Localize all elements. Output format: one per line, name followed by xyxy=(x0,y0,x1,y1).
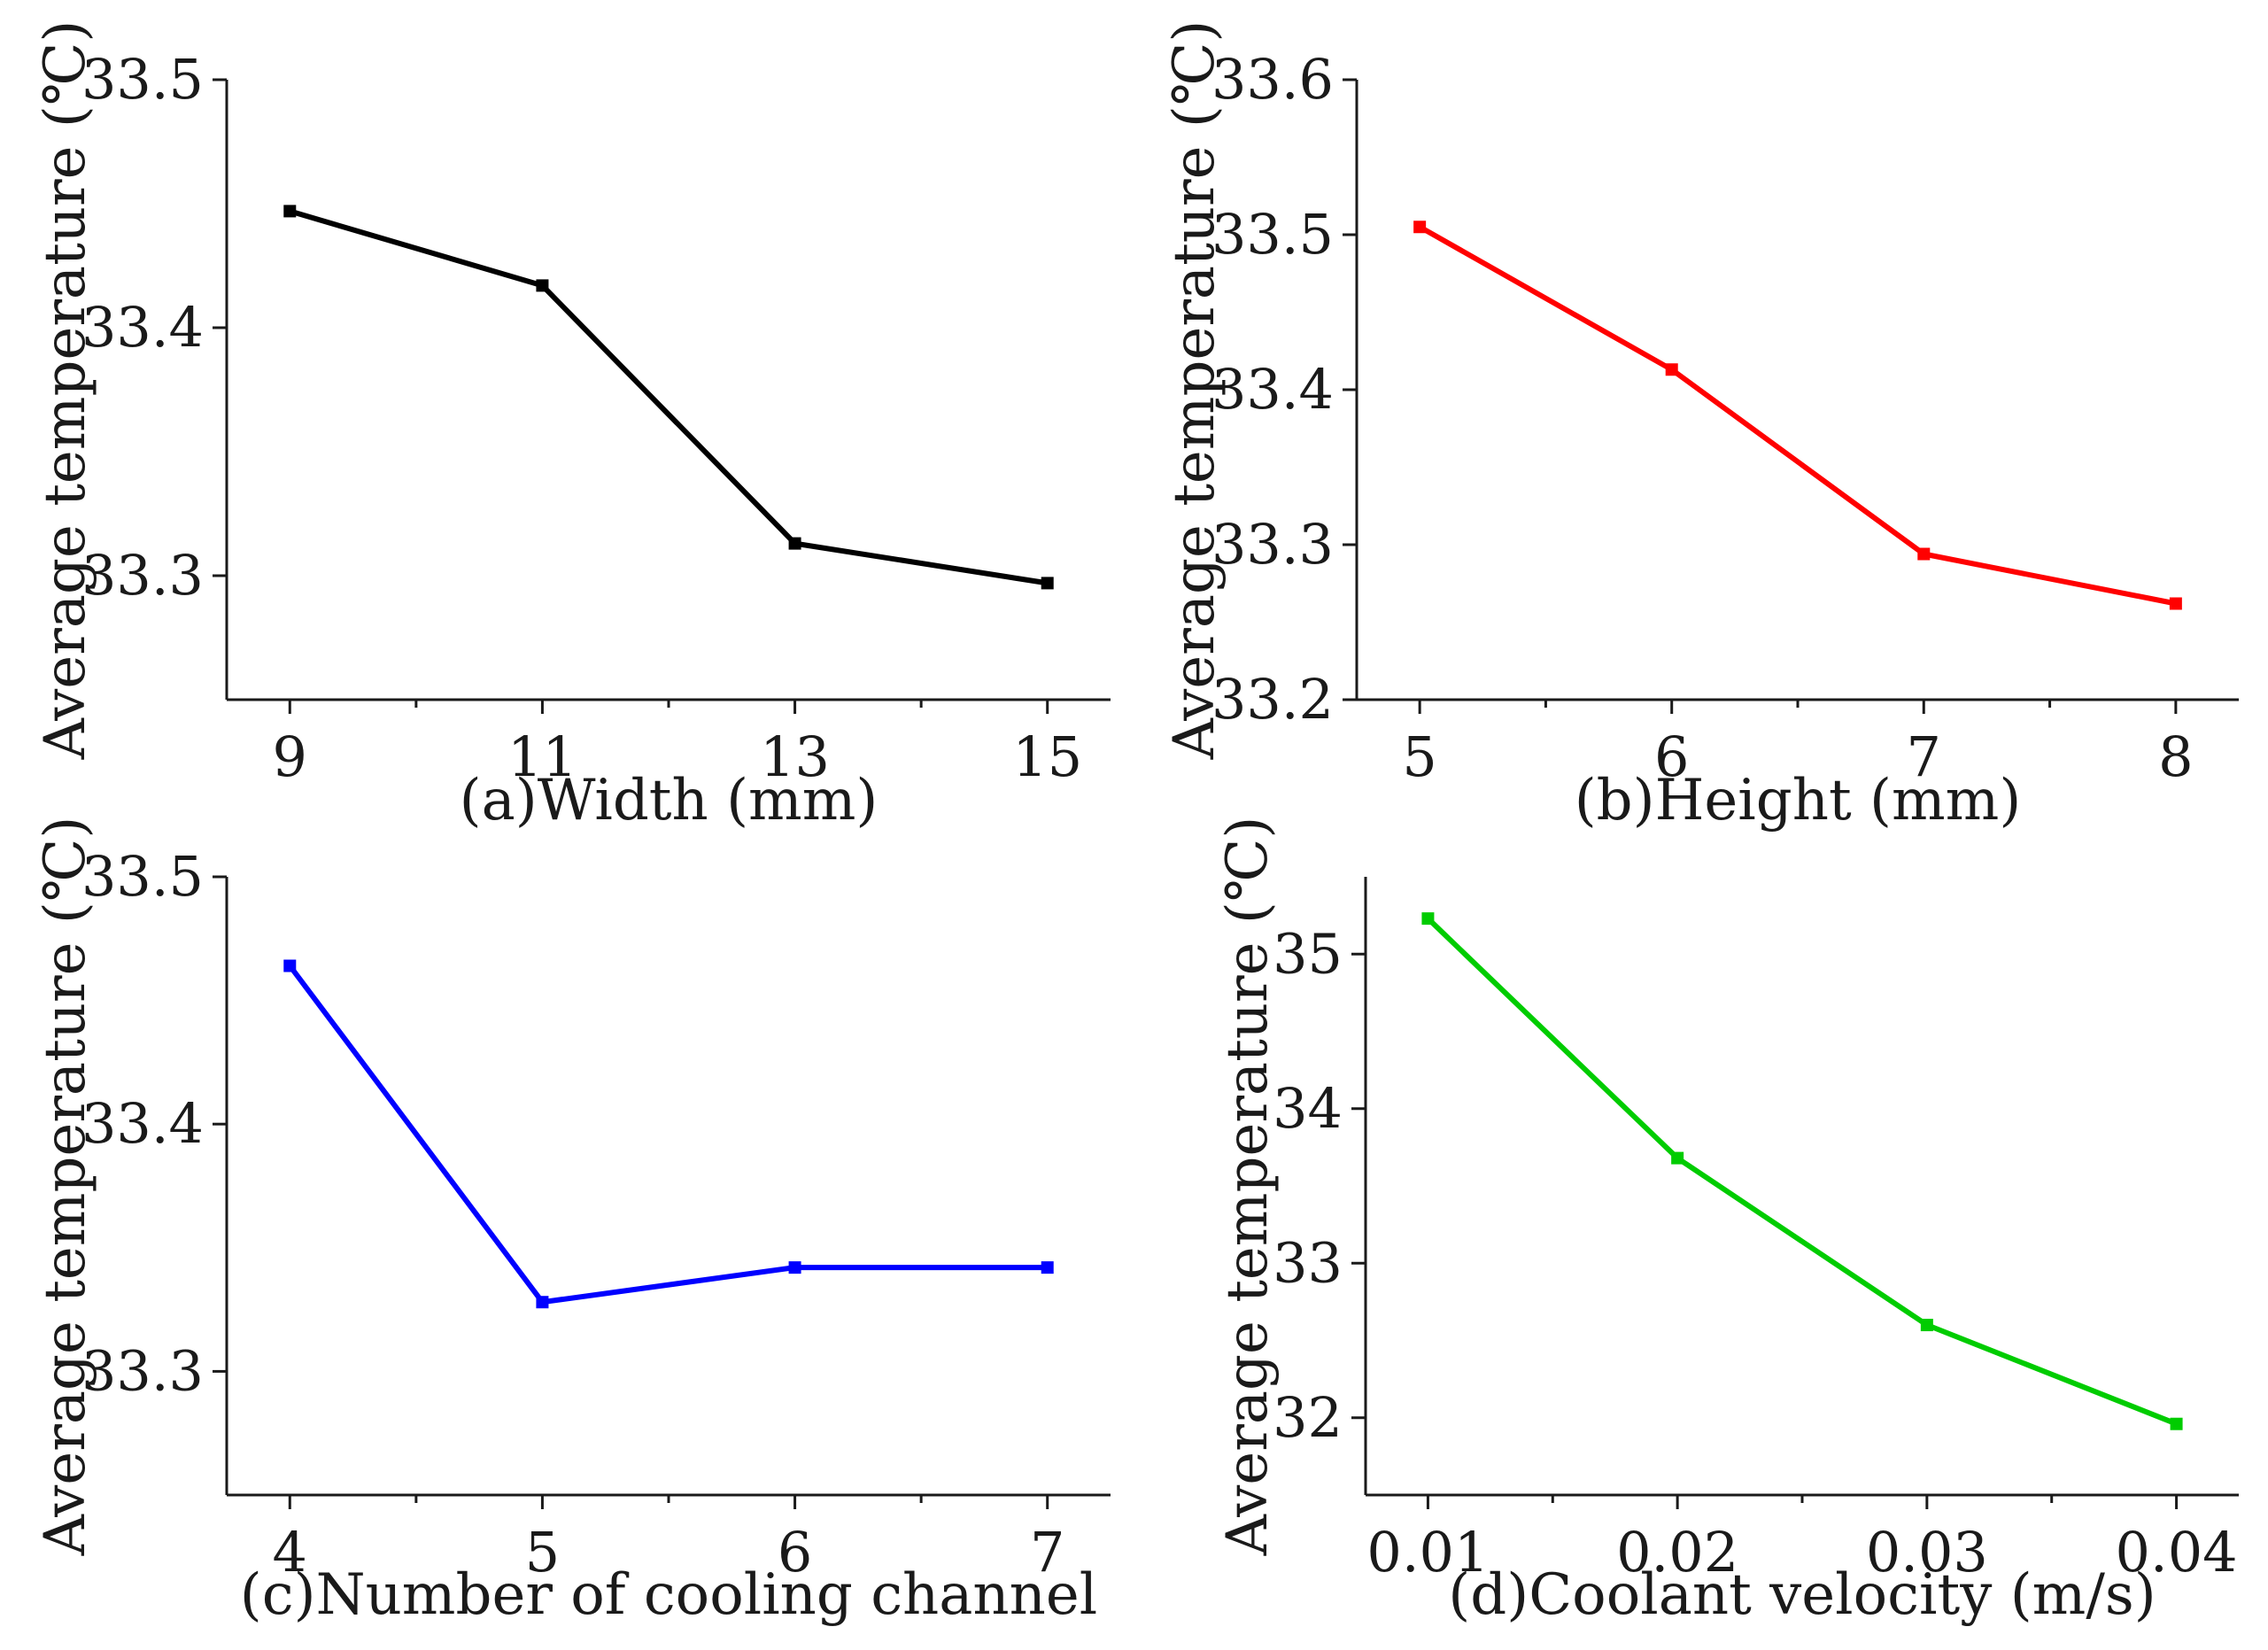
x-tick-label: 15 xyxy=(1012,724,1082,789)
data-point xyxy=(283,959,297,972)
data-point xyxy=(1041,1261,1054,1274)
data-point xyxy=(2169,597,2182,610)
y-axis-label: Average temperature (℃) xyxy=(1215,817,1281,1557)
y-tick-label: 33.3 xyxy=(81,1338,204,1403)
chart-panel-0: 9 11 13 15 33.3 33.4 33.5 (a)Width (mm) Average … xyxy=(33,20,1111,833)
y-axis-label: Average temperature (℃) xyxy=(33,817,98,1557)
x-tick-label: 0.02 xyxy=(1616,1520,1738,1584)
y-axis-label: Average temperature (℃) xyxy=(1162,20,1227,761)
data-point xyxy=(2170,1417,2183,1430)
x-tick-label: 7 xyxy=(1907,724,1941,789)
x-axis-label: (d)Coolant velocity (m/s) xyxy=(1448,1562,2156,1628)
data-point xyxy=(788,1261,801,1274)
y-tick-label: 33.5 xyxy=(81,47,204,112)
x-tick-label: 6 xyxy=(778,1520,812,1584)
data-point xyxy=(1665,363,1678,376)
series-line xyxy=(1426,916,2178,1427)
y-tick-label: 33.4 xyxy=(1211,357,1334,422)
y-tick-label: 33 xyxy=(1273,1230,1343,1295)
data-point xyxy=(536,1296,549,1309)
y-tick-label: 33.4 xyxy=(81,295,204,360)
x-tick-label: 0.04 xyxy=(2116,1520,2238,1584)
x-tick-label: 9 xyxy=(273,724,307,789)
y-tick-label: 32 xyxy=(1273,1385,1343,1450)
x-tick-label: 0.01 xyxy=(1366,1520,1489,1584)
y-tick-label: 33.5 xyxy=(81,844,204,909)
series-line xyxy=(289,208,1049,586)
data-point xyxy=(283,205,297,218)
x-tick-label: 4 xyxy=(273,1520,307,1584)
series-line xyxy=(1418,224,2177,607)
data-point xyxy=(1041,577,1054,590)
y-tick-label: 33.2 xyxy=(1211,667,1334,732)
y-tick-label: 33.5 xyxy=(1211,202,1334,267)
data-point xyxy=(1920,1319,1933,1332)
x-tick-label: 5 xyxy=(525,1520,560,1584)
data-point xyxy=(1917,547,1931,561)
x-axis-label: (b)Height (mm) xyxy=(1575,768,2022,833)
chart-panel-2: 4 5 6 7 33.3 33.4 33.5 (c)Number of cooling cha… xyxy=(33,817,1111,1628)
x-axis-label: (c)Number of cooling channel xyxy=(240,1562,1097,1628)
series-line xyxy=(287,964,1048,1305)
x-tick-label: 8 xyxy=(2158,724,2193,789)
x-tick-label: 6 xyxy=(1654,724,1689,789)
y-tick-label: 33.6 xyxy=(1211,47,1334,112)
x-tick-label: 7 xyxy=(1030,1520,1064,1584)
x-axis-label: (a)Width (mm) xyxy=(460,768,879,833)
chart-panel-1: 5 6 7 8 33.2 33.3 33.4 33.5 33.6 (b)Height (mm) Av… xyxy=(1162,20,2239,833)
x-tick-label: 0.03 xyxy=(1866,1520,1988,1584)
data-point xyxy=(1671,1151,1684,1165)
data-point xyxy=(1421,912,1435,926)
y-tick-label: 34 xyxy=(1273,1076,1343,1141)
data-point xyxy=(536,279,549,292)
x-tick-label: 11 xyxy=(507,724,577,789)
y-axis-label: Average temperature (℃) xyxy=(33,20,98,761)
x-tick-label: 13 xyxy=(760,724,830,789)
y-tick-label: 33.4 xyxy=(81,1091,204,1156)
x-tick-label: 5 xyxy=(1402,724,1436,789)
chart-panel-3: 0.01 0.02 0.03 0.04 32 33 34 35 (d)Coolant veloc… xyxy=(1215,817,2239,1628)
y-tick-label: 33.3 xyxy=(1211,512,1334,577)
y-tick-label: 35 xyxy=(1273,921,1343,986)
data-point xyxy=(1413,221,1427,234)
data-point xyxy=(788,537,801,550)
y-tick-label: 33.3 xyxy=(81,543,204,608)
